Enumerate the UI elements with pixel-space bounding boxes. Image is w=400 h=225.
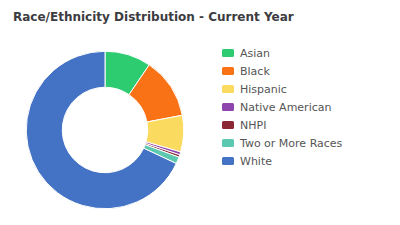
svg-text:NHPI: NHPI bbox=[240, 119, 266, 132]
svg-text:Black: Black bbox=[240, 65, 270, 78]
svg-text:Hispanic: Hispanic bbox=[240, 83, 287, 96]
svg-text:Native American: Native American bbox=[240, 101, 331, 114]
svg-text:Asian: Asian bbox=[240, 47, 270, 60]
svg-text:White: White bbox=[240, 155, 272, 168]
svg-text:Race/Ethnicity Distribution -: Race/Ethnicity Distribution - Current Ye… bbox=[13, 10, 294, 24]
svg-text:Two or More Races: Two or More Races bbox=[239, 137, 343, 150]
